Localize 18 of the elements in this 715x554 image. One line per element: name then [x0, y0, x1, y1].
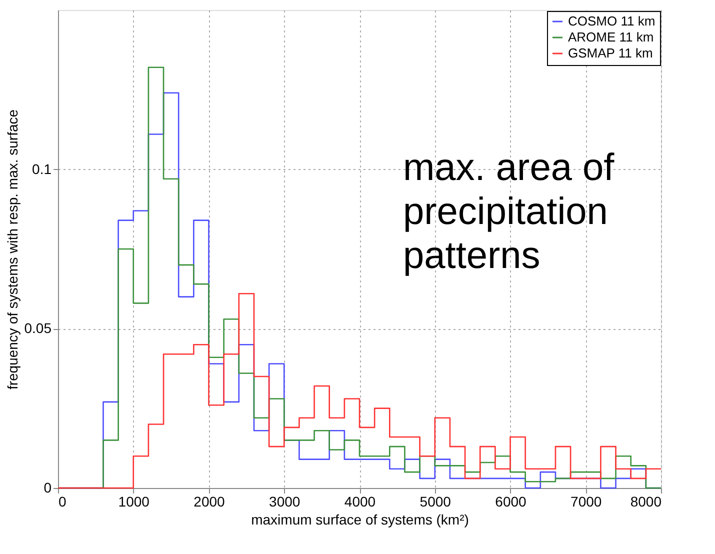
y-tick-label: 0	[44, 480, 52, 496]
legend-label: AROME 11 km	[568, 30, 654, 44]
legend-label: GSMAP 11 km	[568, 46, 653, 60]
annotation: max. area of precipitation patterns	[403, 147, 615, 277]
y-axis-title: frequency of systems with resp. max. surface	[4, 109, 20, 390]
y-tick-label: 0.1	[32, 160, 52, 177]
x-tick-label: 0	[58, 494, 66, 510]
x-axis-title: maximum surface of systems (km²)	[251, 512, 469, 528]
x-tick-label: 7000	[570, 494, 602, 510]
x-tick-label: 1000	[118, 494, 150, 510]
y-tick-label: 0.05	[24, 320, 52, 336]
legend-label: COSMO 11 km	[568, 14, 656, 28]
x-tick-label: 2000	[194, 494, 226, 510]
x-tick-label: 3000	[269, 494, 300, 510]
x-tick-label: 8000	[630, 494, 662, 510]
x-tick-label: 6000	[495, 494, 527, 510]
x-tick-label: 5000	[420, 494, 452, 510]
x-tick-label: 4000	[344, 494, 376, 510]
